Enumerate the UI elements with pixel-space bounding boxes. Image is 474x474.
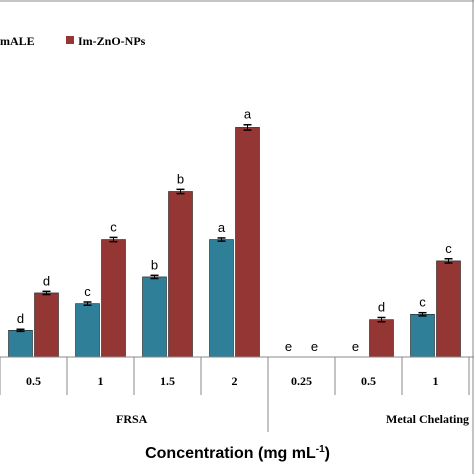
bar-s2-c2 <box>101 239 126 358</box>
x-axis-label: Concentration (mg mL-1) <box>145 444 330 462</box>
error-bar-s2-c7 <box>444 258 453 264</box>
sig-letter-s1-c2: c <box>84 284 91 299</box>
x-tick-label-1: 0.5 <box>26 374 41 388</box>
group-label-1: FRSA <box>116 412 148 426</box>
error-bar-s1-c2 <box>83 301 92 306</box>
sig-letter-s2-c7: c <box>445 241 452 256</box>
bar-s2-c4 <box>235 127 260 358</box>
error-bars <box>16 123 453 333</box>
error-bar-s2-c4 <box>243 123 252 131</box>
bar-s1-c7 <box>410 313 435 358</box>
error-bar-s1-c3 <box>150 274 159 280</box>
x-tick-label-3: 1.5 <box>160 374 175 388</box>
bar-s2-c1 <box>34 292 59 358</box>
sig-letter-s2-c2: c <box>110 219 117 234</box>
sig-letter-s1-c3: b <box>151 257 158 272</box>
sig-letter-s2-c4: a <box>244 107 252 122</box>
bar-s1-c1 <box>8 330 33 358</box>
error-bar-s2-c6 <box>377 316 386 323</box>
error-bar-s2-c2 <box>109 236 118 243</box>
x-tick-label-2: 1 <box>98 374 104 388</box>
sig-letter-s2-c1: d <box>43 273 50 288</box>
bar-s1-c2 <box>75 303 100 358</box>
legend-label-2: Im-ZnO-NPs <box>78 34 146 48</box>
sig-letter-s1-c7: c <box>419 295 426 310</box>
x-tick-label-6: 0.5 <box>361 374 376 388</box>
bar-s1-c3 <box>142 276 167 358</box>
bar-s2-c3 <box>168 191 193 358</box>
x-tick-label-7: 1 <box>433 374 439 388</box>
error-bar-s2-c3 <box>176 188 185 195</box>
sig-letter-s2-c5: e <box>311 339 318 354</box>
sig-letter-s1-c6: e <box>352 339 359 354</box>
bar-s2-c6 <box>369 319 394 358</box>
legend: mALE Im-ZnO-NPs <box>0 34 146 48</box>
error-bar-s1-c4 <box>217 237 226 242</box>
bar-s1-c4 <box>209 239 234 358</box>
x-tick-label-5: 0.25 <box>291 374 312 388</box>
sig-letter-s2-c3: b <box>177 171 184 186</box>
legend-label-1: mALE <box>0 34 35 48</box>
sig-letter-s2-c6: d <box>378 299 385 314</box>
sig-letter-s1-c5: e <box>285 339 292 354</box>
group-label-2: Metal Chelating <box>386 412 469 426</box>
bar-s2-c7 <box>436 260 461 358</box>
sig-letter-s1-c4: a <box>218 220 226 235</box>
x-tick-label-4: 2 <box>232 374 238 388</box>
error-bar-s1-c1 <box>16 328 25 333</box>
error-bar-s2-c1 <box>42 290 51 296</box>
legend-swatch-2 <box>66 36 74 44</box>
x-axis: 0.5 1 1.5 2 0.25 0.5 1 FRSA Metal Chelating <box>0 356 474 432</box>
error-bar-s1-c7 <box>418 311 427 317</box>
significance-letters: d d c c b b a a e e e d c c <box>17 107 452 354</box>
bars <box>8 127 461 358</box>
sig-letter-s1-c1: d <box>17 311 24 326</box>
